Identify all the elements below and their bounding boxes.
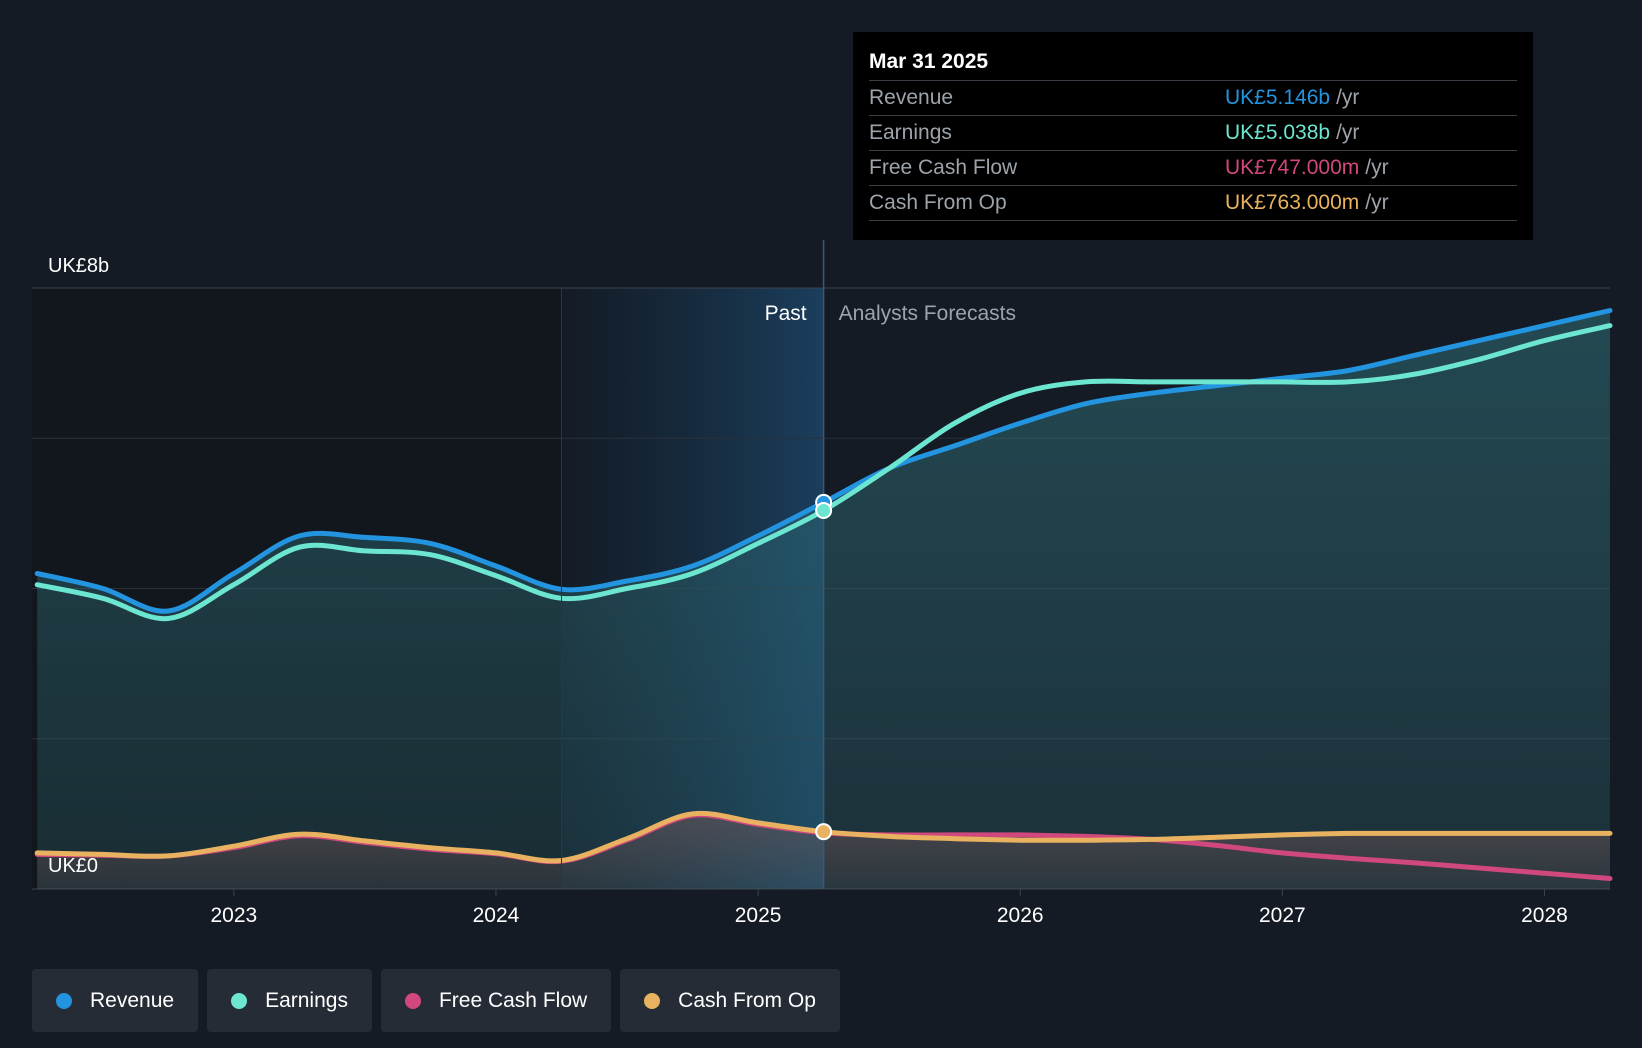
legend-item-cash-from-op[interactable]: Cash From Op xyxy=(620,969,840,1032)
free-cash-flow-dot-icon xyxy=(404,992,421,1009)
tooltip-unit: /yr xyxy=(1365,156,1389,179)
cash_from_op-marker xyxy=(815,823,833,841)
legend: Revenue Earnings Free Cash Flow Cash Fro… xyxy=(32,969,840,1032)
tooltip-unit: /yr xyxy=(1365,191,1389,214)
tooltip-value: UK£747.000m xyxy=(1225,156,1360,179)
legend-label: Revenue xyxy=(90,988,175,1012)
x-tick-label: 2025 xyxy=(735,904,782,927)
past-label: Past xyxy=(765,302,807,325)
legend-item-revenue[interactable]: Revenue xyxy=(32,969,199,1032)
legend-label: Free Cash Flow xyxy=(438,988,588,1012)
tooltip-label: Free Cash Flow xyxy=(869,156,1018,179)
present-markers xyxy=(815,493,833,841)
x-tick-label: 2023 xyxy=(210,904,257,927)
earnings-dot-icon xyxy=(231,992,248,1009)
tooltip-row-earnings: Earnings UK£5.038b /yr xyxy=(869,115,1517,150)
x-tick-label: 2027 xyxy=(1259,904,1306,927)
tooltip-label: Earnings xyxy=(869,121,952,144)
tooltip-unit: /yr xyxy=(1336,121,1360,144)
tooltip-unit: /yr xyxy=(1336,86,1360,109)
x-tick-label: 2024 xyxy=(473,904,520,927)
y-axis-bottom-label: UK£0 xyxy=(48,855,98,877)
tooltip-label: Cash From Op xyxy=(869,191,1007,214)
x-tick-label: 2026 xyxy=(997,904,1044,927)
tooltip-label: Revenue xyxy=(869,86,954,109)
revenue-dot-icon xyxy=(56,992,72,1009)
tooltip-value: UK£5.038b xyxy=(1225,121,1331,144)
legend-label: Earnings xyxy=(265,988,348,1012)
tooltip-value: UK£5.146b xyxy=(1225,86,1331,109)
legend-item-earnings[interactable]: Earnings xyxy=(207,969,372,1032)
forecast-label: Analysts Forecasts xyxy=(839,302,1016,325)
legend-label: Cash From Op xyxy=(678,988,816,1012)
earnings-marker xyxy=(815,502,833,520)
x-axis-ticks: 2023 2024 2025 2026 2027 2028 xyxy=(210,889,1568,927)
tooltip-date: Mar 31 2025 xyxy=(869,50,989,73)
y-axis-top-label: UK£8b xyxy=(48,255,109,277)
tooltip-row-cash-from-op: Cash From Op UK£763.000m /yr xyxy=(869,185,1517,221)
tooltip-row-free-cash-flow: Free Cash Flow UK£747.000m /yr xyxy=(869,150,1517,185)
cash-from-op-dot-icon xyxy=(644,992,661,1009)
x-tick-label: 2028 xyxy=(1521,904,1568,927)
legend-item-free-cash-flow[interactable]: Free Cash Flow xyxy=(380,969,612,1032)
tooltip-value: UK£763.000m xyxy=(1225,191,1360,214)
tooltip: Mar 31 2025 Revenue UK£5.146b /yr Earnin… xyxy=(853,32,1533,240)
tooltip-row-revenue: Revenue UK£5.146b /yr xyxy=(869,80,1517,115)
